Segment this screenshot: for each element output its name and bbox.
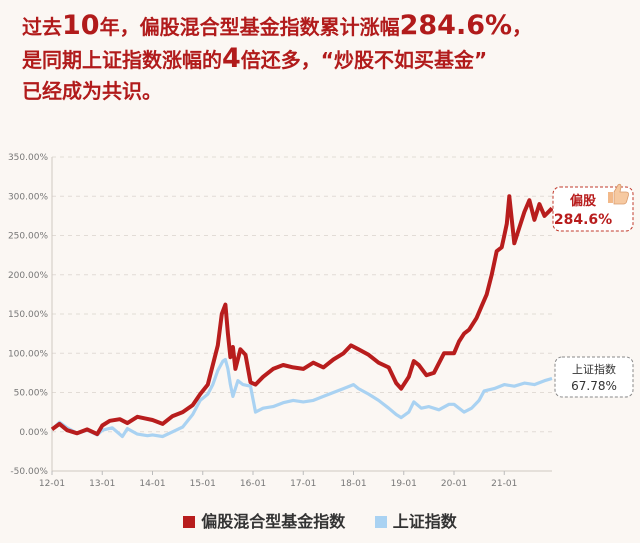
x-tick-label: 19-01	[391, 479, 417, 489]
x-tick-label: 17-01	[290, 479, 316, 489]
y-tick-label: -50.00%	[10, 467, 48, 477]
legend-item-fund: 偏股混合型基金指数	[183, 508, 345, 532]
y-tick-label: 300.00%	[8, 192, 48, 202]
headline-text: 倍还多，“炒股不如买基金”	[240, 48, 488, 72]
x-tick-label: 18-01	[340, 479, 366, 489]
legend-label-shanghai: 上证指数	[392, 512, 457, 531]
headline-number: 10	[62, 10, 100, 41]
y-tick-label: 350.00%	[8, 153, 48, 163]
headline-text: 是同期上证指数涨幅的	[22, 48, 222, 72]
series-layer	[50, 194, 554, 439]
series-line-shanghai	[50, 357, 553, 439]
shanghai-callout-value: 67.78%	[571, 379, 617, 393]
y-tick-label: 150.00%	[8, 310, 48, 320]
legend-swatch-fund	[183, 516, 196, 528]
fund-callout-name: 偏股	[570, 193, 596, 209]
headline-line-3: 已经成为共识。	[22, 79, 162, 103]
fund-callout-value: 284.6%	[554, 212, 612, 228]
y-tick-label: 50.00%	[14, 389, 49, 399]
x-tick-label: 14-01	[139, 479, 165, 489]
y-tick-label: 100.00%	[8, 349, 48, 359]
x-tick-label: 21-01	[491, 479, 517, 489]
headline-text: ，	[512, 15, 533, 39]
shanghai-callout-name: 上证指数	[572, 362, 616, 376]
headline-line-1: 过去10年，偏股混合型基金指数累计涨幅284.6%，	[22, 10, 622, 43]
headline-text: 过去	[22, 15, 62, 39]
legend-swatch-shanghai	[374, 516, 387, 528]
legend-label-fund: 偏股混合型基金指数	[201, 512, 346, 531]
x-tick-label: 20-01	[441, 479, 467, 489]
axis-layer: 350.00% 300.00% 250.00% 200.00% 150.00% 100.0…	[8, 153, 552, 489]
headline-text: 年，偏股混合型基金指数累计涨幅	[99, 15, 400, 39]
headline-line-2: 是同期上证指数涨幅的4倍还多，“炒股不如买基金”	[22, 43, 622, 76]
shanghai-callout: 上证指数 67.78%	[554, 356, 634, 398]
thumbs-up-icon	[608, 183, 629, 205]
x-tick-label: 13-01	[89, 479, 115, 489]
headline-number: 4	[222, 43, 241, 74]
x-tick-label: 16-01	[240, 479, 266, 489]
y-tick-label: 0.00%	[19, 428, 48, 438]
legend-item-shanghai: 上证指数	[374, 508, 457, 532]
headline-number: 284.6%	[399, 10, 513, 41]
fund-callout: 偏股 284.6%	[552, 183, 634, 232]
line-chart: 350.00% 300.00% 250.00% 200.00% 150.00% 100.0…	[8, 153, 634, 489]
headline: 过去10年，偏股混合型基金指数累计涨幅284.6%， 是同期上证指数涨幅的4倍还…	[22, 10, 622, 107]
y-tick-label: 200.00%	[8, 271, 48, 281]
x-tick-label: 12-01	[39, 479, 65, 489]
series-line-fund	[50, 194, 554, 437]
y-tick-label: 250.00%	[8, 232, 48, 242]
x-tick-label: 15-01	[190, 479, 216, 489]
chart-legend: 偏股混合型基金指数 上证指数	[0, 508, 640, 532]
